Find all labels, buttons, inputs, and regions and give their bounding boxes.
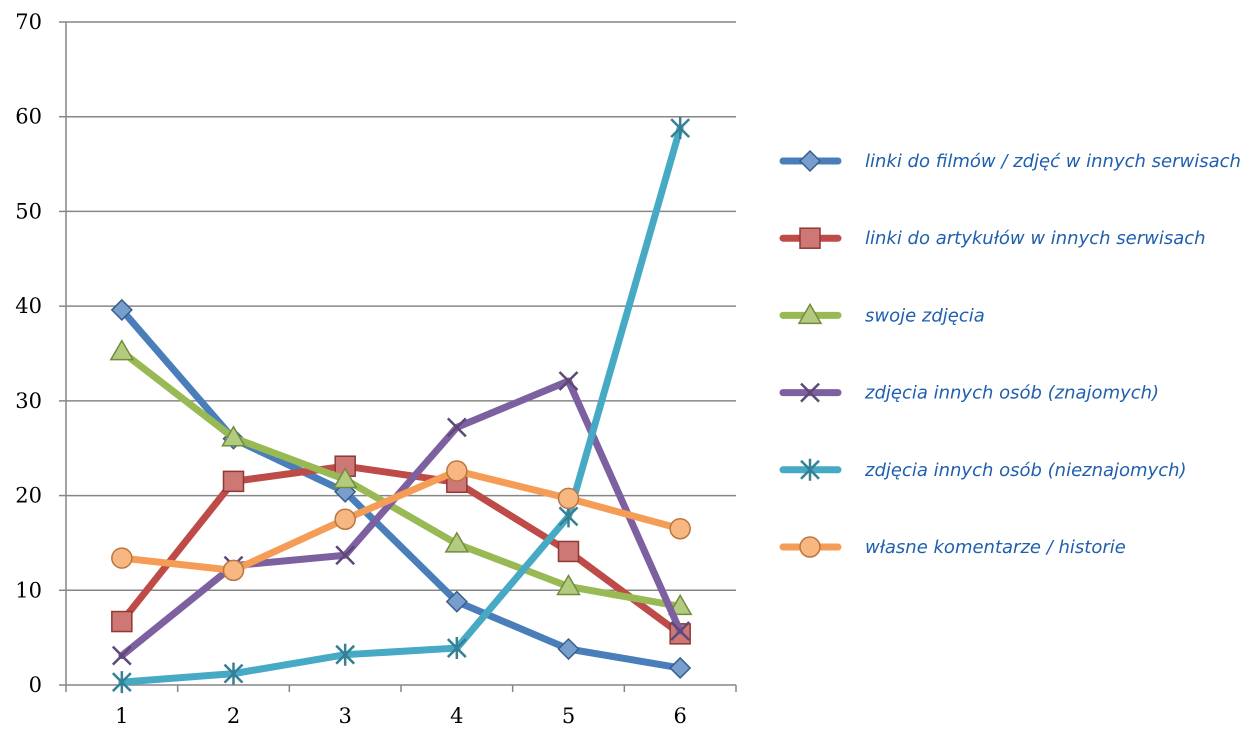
data-point [446, 460, 468, 482]
series-5 [111, 117, 691, 694]
data-point [670, 621, 691, 641]
legend-marker [799, 227, 821, 249]
legend-item-1: linki do filmów / zdjęć w innych serwisa… [779, 149, 1241, 173]
y-tick-label: 60 [15, 105, 42, 129]
y-tick-label: 0 [29, 673, 42, 697]
series-4 [111, 371, 691, 666]
legend-item-5: zdjęcia innych osób (nieznajomych) [779, 458, 1187, 481]
data-point [335, 643, 356, 666]
data-point [556, 574, 581, 596]
legend-marker [799, 536, 821, 558]
y-tick-label: 20 [15, 484, 42, 508]
legend-label: swoje zdjęcia [865, 305, 985, 326]
data-point [335, 545, 356, 566]
data-point [670, 117, 691, 140]
y-tick-label: 50 [15, 199, 42, 223]
gridlines [66, 21, 736, 592]
x-tick-label: 6 [673, 704, 686, 728]
data-point [334, 508, 356, 530]
legend: linki do filmów / zdjęć w innych serwisa… [779, 149, 1241, 558]
x-tick-label: 2 [227, 704, 240, 728]
legend-marker [797, 302, 823, 325]
x-tick-label: 1 [115, 704, 128, 728]
legend-item-3: swoje zdjęcia [779, 302, 985, 326]
x-tick-label: 5 [562, 704, 575, 728]
data-point [669, 656, 692, 680]
legend-label: własne komentarze / historie [865, 537, 1126, 558]
data-point [110, 298, 133, 321]
legend-label: zdjęcia innych osób (nieznajomych) [864, 460, 1187, 481]
series-line [118, 306, 684, 672]
series-3 [109, 339, 693, 616]
data-point [444, 531, 470, 553]
legend-marker [800, 382, 820, 403]
data-point [222, 470, 245, 493]
legend-marker [800, 458, 820, 481]
data-point [446, 637, 467, 660]
data-point [669, 517, 691, 540]
data-point [111, 645, 132, 666]
legend-item-6: własne komentarze / historie [779, 536, 1126, 558]
data-point [557, 637, 580, 661]
axes [59, 21, 737, 692]
y-axis-tick-labels: 0 10 20 30 40 50 60 70 [15, 10, 42, 697]
series-line [118, 462, 684, 638]
y-tick-label: 40 [15, 294, 42, 318]
data-point [557, 487, 580, 510]
data-point [111, 610, 133, 633]
series-lines [109, 117, 693, 694]
data-point [558, 371, 579, 391]
series-line [118, 467, 684, 574]
data-point [111, 671, 132, 694]
legend-item-2: linki do artykułów w innych serwisach [779, 227, 1206, 249]
data-point [221, 425, 246, 447]
data-point [223, 662, 244, 685]
data-point [111, 547, 133, 569]
x-tick-label: 3 [338, 704, 351, 728]
legend-label: linki do filmów / zdjęć w innych serwisa… [865, 151, 1241, 172]
data-point [222, 559, 245, 582]
series-6 [111, 460, 691, 582]
data-point [109, 339, 135, 361]
legend-label: linki do artykułów w innych serwisach [865, 228, 1206, 249]
y-tick-label: 10 [15, 578, 42, 602]
legend-marker [798, 149, 822, 173]
y-tick-label: 70 [15, 10, 42, 34]
series-line [118, 124, 684, 686]
data-point [332, 466, 358, 489]
series-line [118, 348, 684, 610]
legend-label: zdjęcia innych osób (znajomych) [864, 383, 1159, 404]
x-axis-tick-labels: 1 2 3 4 5 6 [115, 704, 687, 728]
x-tick-label: 4 [450, 704, 463, 728]
y-tick-label: 30 [15, 389, 42, 413]
data-point [445, 590, 468, 613]
data-point [557, 540, 580, 563]
series-2 [111, 455, 691, 645]
legend-item-4: zdjęcia innych osób (znajomych) [779, 382, 1159, 404]
data-point [446, 417, 467, 438]
data-point [667, 593, 693, 616]
